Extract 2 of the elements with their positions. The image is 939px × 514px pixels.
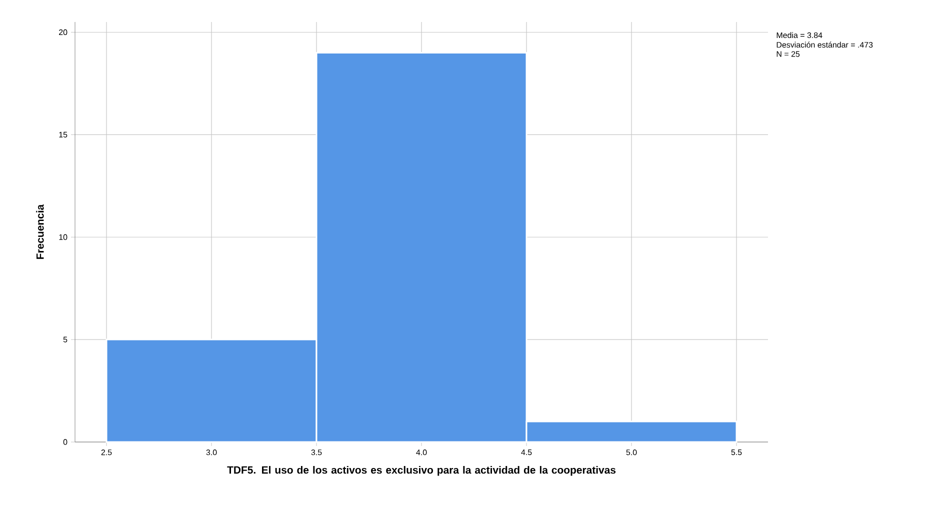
y-axis-title: Frecuencia xyxy=(36,204,44,259)
x-axis-title: TDF5. El uso de los activos es exclusivo para la actividad de la cooperativas xyxy=(227,466,616,476)
